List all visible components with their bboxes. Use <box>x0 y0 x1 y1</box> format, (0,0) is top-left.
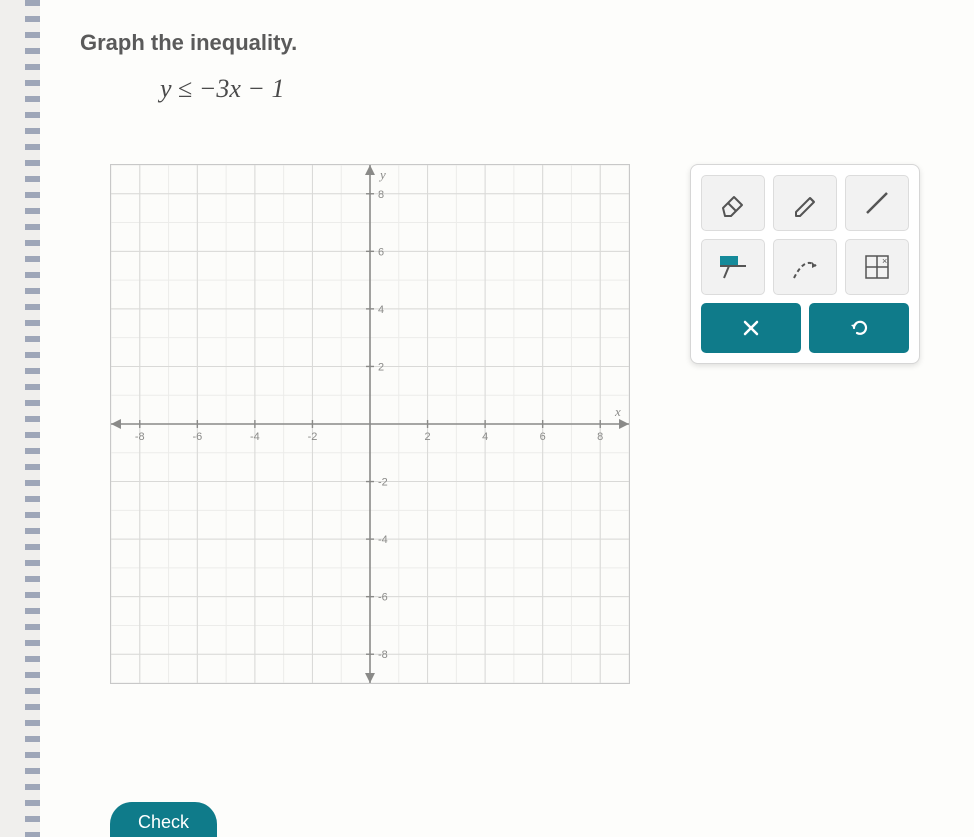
eq-coef: −3 <box>199 74 230 103</box>
region-fill-icon <box>716 250 750 284</box>
eq-x: x <box>229 74 241 103</box>
point-grid-tool[interactable]: × <box>845 239 909 295</box>
svg-text:-8: -8 <box>135 431 145 443</box>
coordinate-graph[interactable]: -8 -6 -4 -2 2 4 6 8 -8 -6 -4 -2 2 4 6 8 y x <box>110 164 630 684</box>
svg-text:-6: -6 <box>192 431 202 443</box>
eraser-icon <box>716 186 750 220</box>
svg-text:-2: -2 <box>308 431 318 443</box>
spiral-binding <box>25 0 40 837</box>
svg-text:2: 2 <box>425 431 431 443</box>
svg-text:4: 4 <box>482 431 488 443</box>
svg-text:8: 8 <box>378 189 384 201</box>
dashed-line-tool[interactable] <box>773 239 837 295</box>
eq-y: y <box>160 74 172 103</box>
line-icon <box>860 186 894 220</box>
svg-text:-4: -4 <box>250 431 260 443</box>
close-icon <box>741 318 761 338</box>
undo-icon <box>848 317 870 339</box>
svg-text:y: y <box>378 167 386 182</box>
line-tool[interactable] <box>845 175 909 231</box>
problem-page: Graph the inequality. y ≤ −3x − 1 -8-6-4… <box>40 0 974 837</box>
prompt-title: Graph the inequality. <box>80 30 934 56</box>
svg-text:6: 6 <box>378 246 384 258</box>
undo-button[interactable] <box>809 303 909 353</box>
eq-const: − 1 <box>247 74 284 103</box>
svg-text:×: × <box>882 256 887 266</box>
check-button[interactable]: Check <box>110 802 217 837</box>
svg-text:8: 8 <box>597 431 603 443</box>
inequality-expression: y ≤ −3x − 1 <box>160 74 934 104</box>
clear-button[interactable] <box>701 303 801 353</box>
svg-text:-6: -6 <box>378 592 388 604</box>
pencil-icon <box>788 186 822 220</box>
eq-le: ≤ <box>178 74 192 103</box>
svg-text:4: 4 <box>378 304 384 316</box>
svg-text:-8: -8 <box>378 649 388 661</box>
dashed-line-icon <box>788 250 822 284</box>
tool-palette: × <box>690 164 920 364</box>
svg-text:-2: -2 <box>378 477 388 489</box>
graph-canvas[interactable]: -8 -6 -4 -2 2 4 6 8 -8 -6 -4 -2 2 4 6 8 y x <box>111 165 629 683</box>
pencil-tool[interactable] <box>773 175 837 231</box>
eraser-tool[interactable] <box>701 175 765 231</box>
svg-text:-4: -4 <box>378 534 388 546</box>
svg-text:2: 2 <box>378 361 384 373</box>
region-fill-tool[interactable] <box>701 239 765 295</box>
point-grid-icon: × <box>860 250 894 284</box>
svg-text:x: x <box>614 404 621 419</box>
svg-text:6: 6 <box>540 431 546 443</box>
